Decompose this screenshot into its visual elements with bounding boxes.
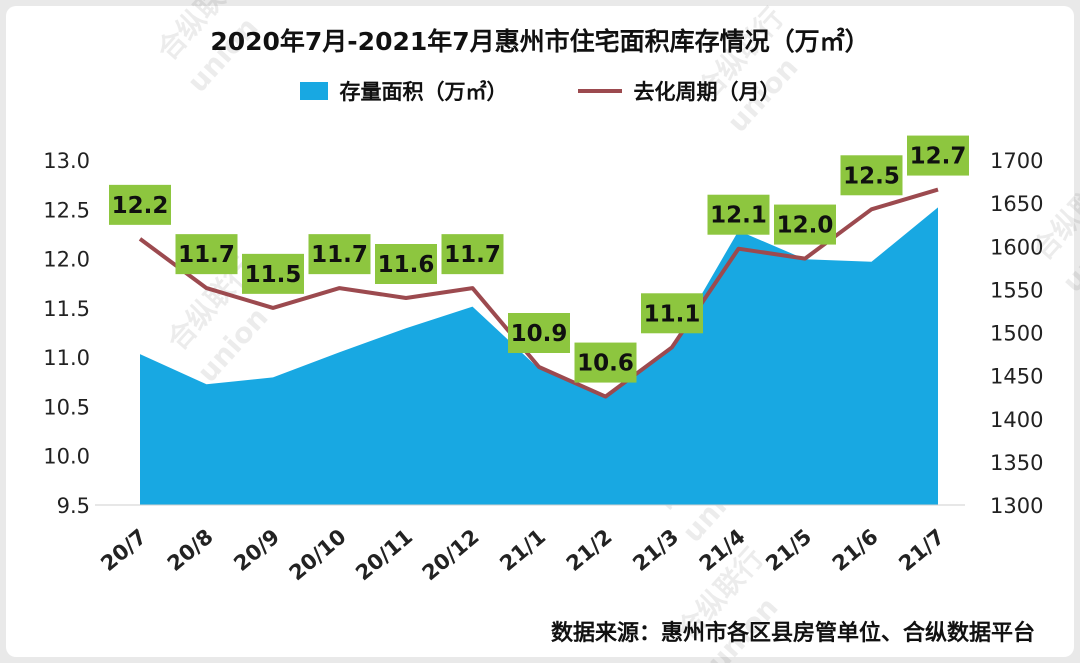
legend-area-label: 存量面积（万㎡） <box>339 80 508 104</box>
data-source: 数据来源：惠州市各区县房管单位、合纵数据平台 <box>550 621 1035 646</box>
legend-item-area[interactable]: 存量面积（万㎡） <box>299 76 508 106</box>
area-swatch-icon <box>299 82 328 100</box>
chart-legend: 存量面积（万㎡） 去化周期（月） <box>0 76 1080 106</box>
legend-item-line[interactable]: 去化周期（月） <box>577 76 781 106</box>
chart-title: 2020年7月-2021年7月惠州市住宅面积库存情况（万㎡） <box>210 27 870 56</box>
legend-line-label: 去化周期（月） <box>633 80 781 104</box>
line-swatch-icon <box>577 89 622 93</box>
